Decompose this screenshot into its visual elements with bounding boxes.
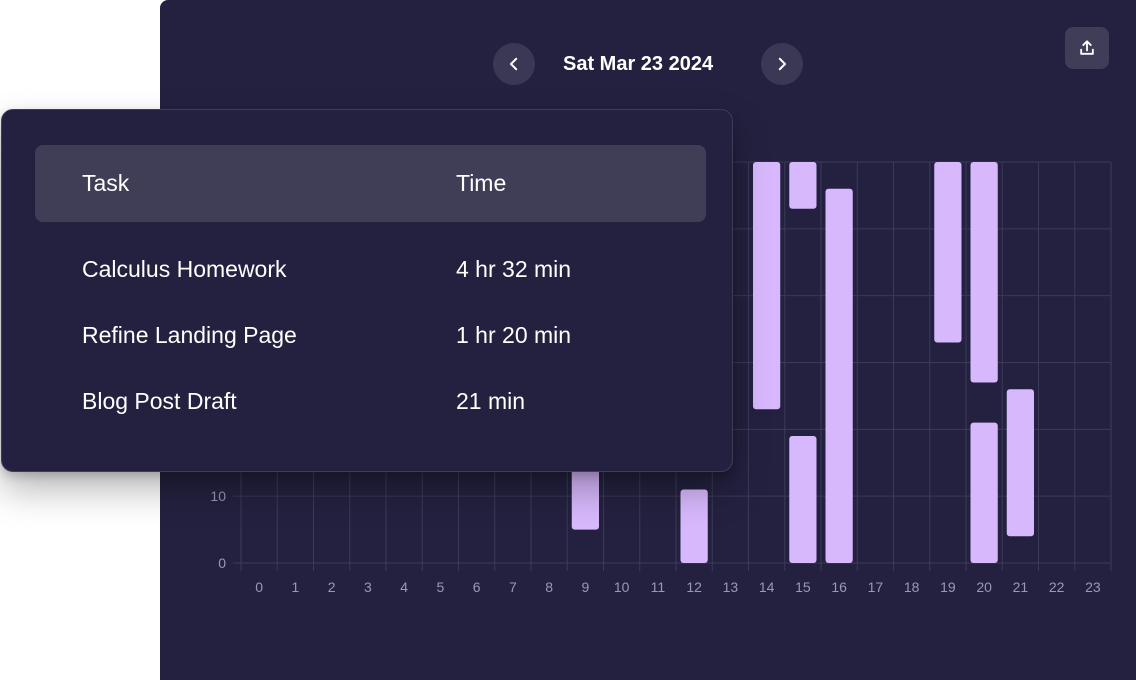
next-day-button[interactable]: [761, 43, 803, 85]
y-tick-label: 10: [210, 488, 226, 504]
table-header: [35, 145, 706, 222]
x-tick-label: 19: [940, 579, 956, 595]
x-tick-label: 13: [723, 579, 739, 595]
task-name: Refine Landing Page: [82, 322, 297, 348]
current-date: Sat Mar 23 2024: [563, 53, 714, 75]
x-tick-label: 5: [436, 579, 444, 595]
chart-bar-hour-20: [970, 422, 998, 563]
chart-bar-hour-9: [571, 469, 599, 530]
task-time: 21 min: [456, 388, 526, 414]
x-tick-label: 3: [364, 579, 372, 595]
task-time: 1 hr 20 min: [456, 322, 572, 348]
upload-icon: [1080, 40, 1094, 55]
y-tick-label: 0: [218, 555, 226, 571]
x-tick-label: 14: [759, 579, 775, 595]
chart-bar-hour-12: [680, 489, 708, 563]
x-tick-label: 9: [581, 579, 589, 595]
chevron-right-icon: [778, 57, 786, 71]
chart-bar-hour-20: [970, 162, 998, 383]
x-tick-label: 7: [509, 579, 517, 595]
x-tick-label: 1: [291, 579, 299, 595]
x-tick-label: 23: [1085, 579, 1101, 595]
x-tick-label: 0: [255, 579, 263, 595]
export-button[interactable]: [1065, 27, 1109, 69]
chart-bar-hour-21: [1006, 389, 1034, 537]
task-time: 4 hr 32 min: [456, 256, 572, 282]
task-summary-card: Task Time Calculus Homework 4 hr 32 min …: [1, 109, 733, 472]
x-tick-label: 22: [1049, 579, 1065, 595]
x-tick-label: 8: [545, 579, 553, 595]
chevron-left-icon: [510, 57, 518, 71]
chart-bar-hour-15: [789, 436, 817, 563]
x-tick-label: 11: [651, 579, 666, 595]
chart-bar-hour-19: [934, 162, 962, 343]
previous-day-button[interactable]: [493, 43, 535, 85]
column-header-task: Task: [82, 170, 130, 196]
task-name: Blog Post Draft: [82, 388, 237, 414]
task-name: Calculus Homework: [82, 256, 287, 282]
x-tick-label: 12: [686, 579, 702, 595]
x-tick-label: 18: [904, 579, 920, 595]
x-tick-label: 21: [1013, 579, 1029, 595]
x-tick-label: 10: [614, 579, 630, 595]
x-tick-label: 20: [976, 579, 992, 595]
x-tick-label: 2: [328, 579, 336, 595]
x-tick-label: 15: [795, 579, 811, 595]
chart-bar-hour-14: [753, 162, 781, 410]
chart-bars: [571, 162, 1034, 563]
x-tick-label: 4: [400, 579, 408, 595]
x-tick-label: 6: [473, 579, 481, 595]
chart-bar-hour-15: [789, 162, 817, 209]
chart-axis-labels: 0 1 2 3 4 5 6 7 8 9 10 11 12 13 14 15 16 17 18 19 20 21 22 2301…: [210, 488, 1100, 595]
x-tick-label: 17: [868, 579, 884, 595]
chart-bar-hour-16: [825, 188, 853, 563]
x-tick-label: 16: [831, 579, 847, 595]
column-header-time: Time: [456, 170, 507, 196]
